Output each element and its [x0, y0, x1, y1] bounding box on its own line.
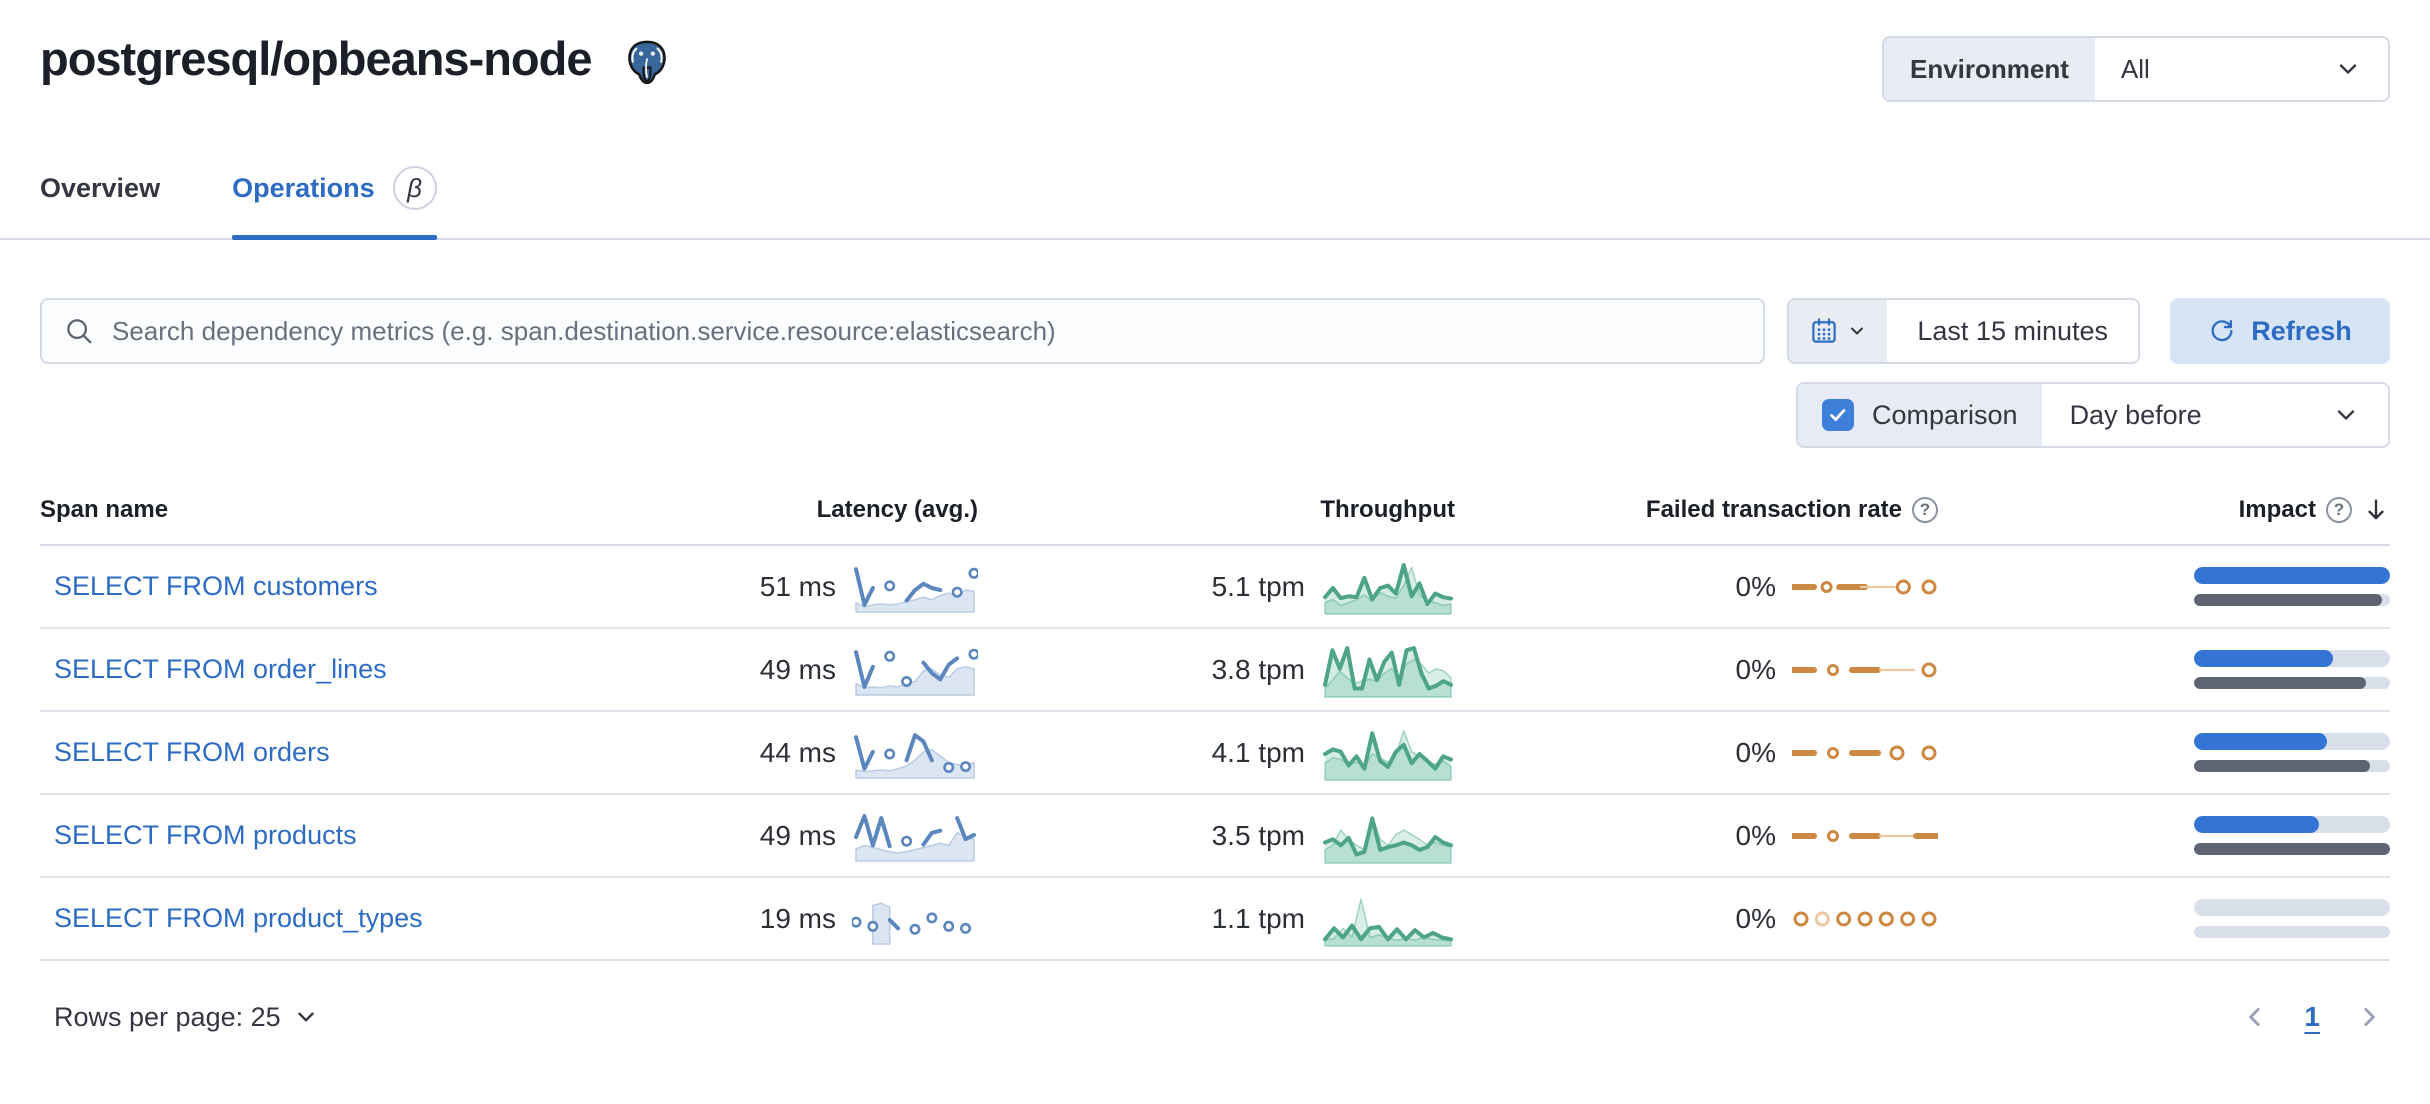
check-icon — [1830, 409, 1846, 421]
search-box — [40, 298, 1766, 364]
chevron-down-icon — [2337, 410, 2355, 420]
operations-table: Span name Latency (avg.) Throughput Fail… — [40, 496, 2390, 961]
failed-rate-sparkline — [1793, 911, 1937, 926]
latency-sparkline — [854, 566, 978, 613]
tab-overview[interactable]: Overview — [40, 172, 161, 203]
table-row: SELECT FROM orders 44 ms 4.1 tpm 0% — [40, 712, 2390, 795]
refresh-icon — [2211, 320, 2233, 342]
column-header-latency[interactable]: Latency (avg.) — [816, 496, 978, 523]
impact-bars — [2194, 567, 2390, 606]
help-icon: ? — [1912, 497, 1938, 523]
table-row: SELECT FROM product_types 19 ms 1.1 tpm … — [40, 878, 2390, 961]
beta-badge: β — [392, 166, 437, 210]
rows-per-page-button[interactable]: Rows per page: 25 — [40, 1002, 319, 1033]
failed-rate-sparkline — [1792, 579, 1937, 594]
latency-sparkline — [854, 648, 978, 696]
table-header-row: Span name Latency (avg.) Throughput Fail… — [40, 496, 2390, 546]
comparison-bar: Comparison Day before — [40, 382, 2390, 448]
comparison-label: Comparison — [1872, 399, 2018, 430]
chevron-down-icon — [1851, 327, 1864, 335]
search-input[interactable] — [112, 315, 1742, 347]
chevron-down-icon — [297, 1012, 314, 1022]
table-footer: Rows per page: 25 1 — [40, 1001, 2390, 1033]
next-page-button[interactable] — [2354, 1002, 2384, 1032]
page-number[interactable]: 1 — [2304, 1001, 2320, 1032]
column-header-impact[interactable]: Impact ? — [2239, 496, 2390, 524]
search-icon — [67, 319, 92, 344]
span-link[interactable]: SELECT FROM orders — [54, 737, 330, 767]
impact-bars — [2194, 816, 2390, 855]
throughput-sparkline — [1323, 645, 1453, 698]
refresh-button[interactable]: Refresh — [2170, 298, 2390, 364]
throughput-sparkline — [1323, 898, 1453, 947]
throughput-sparkline — [1323, 729, 1453, 781]
span-link[interactable]: SELECT FROM products — [54, 820, 357, 850]
help-icon: ? — [2326, 497, 2352, 523]
failed-rate-sparkline — [1792, 662, 1937, 677]
table-row: SELECT FROM customers 51 ms 5.1 tpm 0% — [40, 546, 2390, 629]
latency-sparkline — [854, 813, 976, 862]
failed-rate-sparkline — [1792, 745, 1937, 760]
tab-bar: Overview Operations β — [0, 166, 2430, 240]
impact-bars — [2194, 650, 2390, 689]
date-picker: Last 15 minutes — [1787, 298, 2140, 364]
postgresql-icon — [627, 40, 666, 85]
page-header: postgresql/opbeans-node Environment All — [40, 32, 2390, 102]
page-title: postgresql/opbeans-node — [40, 32, 592, 85]
table-row: SELECT FROM products 49 ms 3.5 tpm 0% — [40, 795, 2390, 878]
span-link[interactable]: SELECT FROM customers — [54, 571, 378, 601]
impact-bars — [2194, 733, 2390, 772]
latency-sparkline — [854, 732, 975, 779]
comparison-checkbox[interactable] — [1822, 399, 1854, 431]
environment-value: All — [2120, 53, 2150, 84]
chevron-right-icon — [2364, 1008, 2375, 1026]
span-link[interactable]: SELECT FROM product_types — [54, 903, 423, 933]
column-header-throughput[interactable]: Throughput — [1320, 496, 1455, 523]
comparison-select[interactable]: Day before — [2041, 384, 2388, 446]
date-picker-menu-button[interactable] — [1789, 300, 1888, 362]
latency-sparkline — [852, 901, 972, 945]
query-bar: Last 15 minutes Refresh — [40, 298, 2390, 364]
previous-page-button[interactable] — [2240, 1002, 2270, 1032]
chevron-left-icon — [2249, 1008, 2261, 1026]
pagination: 1 — [2240, 1001, 2390, 1033]
tab-operations[interactable]: Operations β — [232, 166, 437, 240]
time-range-value[interactable]: Last 15 minutes — [1887, 300, 2138, 362]
environment-select[interactable]: Environment All — [1882, 36, 2390, 102]
calendar-icon — [1812, 318, 1837, 343]
throughput-sparkline — [1323, 562, 1453, 615]
comparison-control: Comparison Day before — [1796, 382, 2390, 448]
sort-descending-icon — [2368, 499, 2384, 520]
chevron-down-icon — [2339, 64, 2357, 74]
throughput-sparkline — [1323, 815, 1453, 864]
column-header-failed-rate[interactable]: Failed transaction rate ? — [1646, 496, 1938, 524]
column-header-span-name[interactable]: Span name — [40, 496, 169, 523]
failed-rate-sparkline — [1792, 829, 1938, 842]
impact-bars — [2194, 899, 2390, 938]
table-row: SELECT FROM order_lines 49 ms 3.8 tpm 0% — [40, 629, 2390, 712]
span-link[interactable]: SELECT FROM order_lines — [54, 654, 387, 684]
environment-label: Environment — [1884, 38, 2095, 100]
